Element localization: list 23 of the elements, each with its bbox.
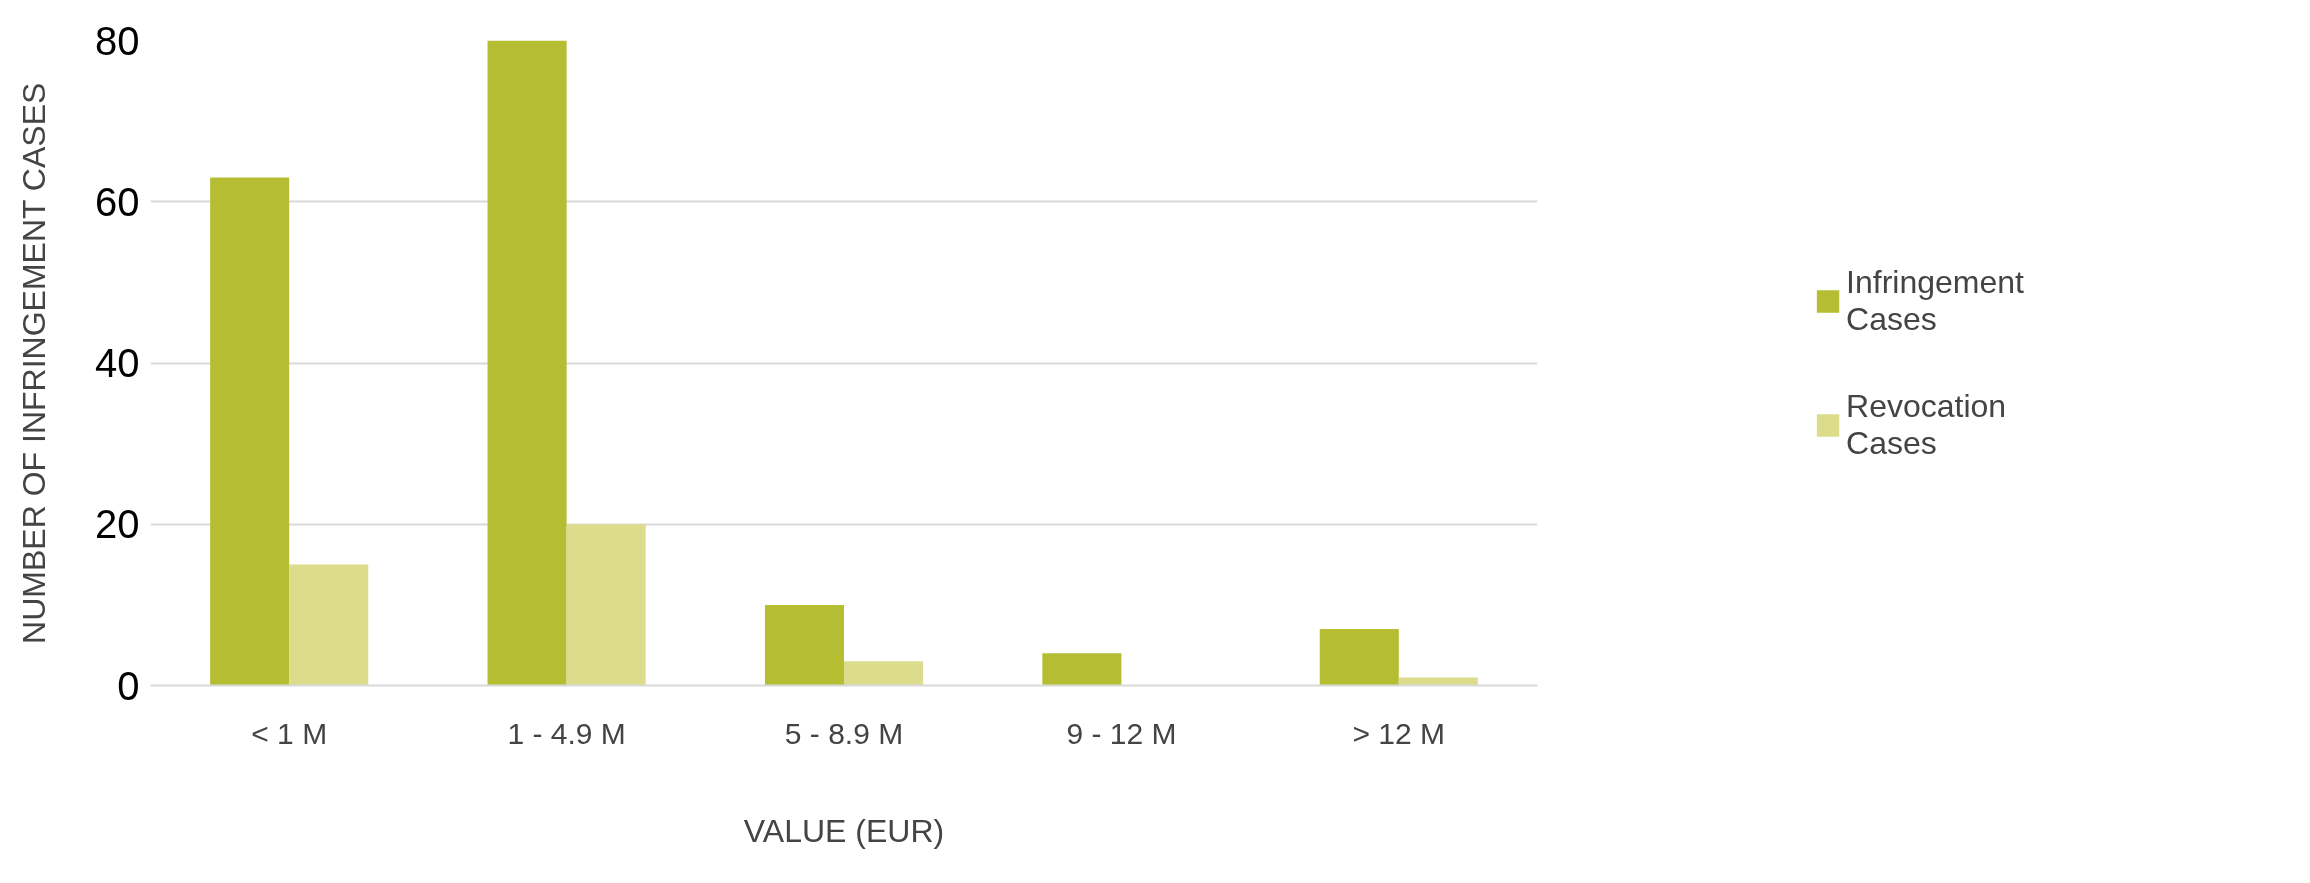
y-tick-label: 40 bbox=[95, 341, 140, 385]
bar bbox=[210, 177, 290, 686]
x-tick-label: 1 - 4.9 M bbox=[507, 716, 626, 750]
bar bbox=[764, 604, 844, 686]
y-tick-label: 0 bbox=[117, 663, 140, 708]
x-tick-label: > 12 M bbox=[1352, 716, 1446, 750]
bar bbox=[487, 40, 567, 686]
y-axis-title: NUMBER OF INFRINGEMENT CASES bbox=[16, 82, 53, 644]
y-tick-label: 20 bbox=[95, 502, 140, 547]
bar bbox=[566, 524, 646, 686]
bar bbox=[1042, 653, 1122, 686]
y-tick-label: 80 bbox=[95, 18, 140, 63]
bar bbox=[1319, 629, 1399, 686]
bar bbox=[844, 661, 924, 686]
legend-label: Revocation Cases bbox=[1846, 387, 2007, 462]
x-tick-label: 5 - 8.9 M bbox=[784, 716, 904, 750]
x-axis-title: VALUE (EUR) bbox=[743, 812, 945, 849]
y-tick-label: 60 bbox=[95, 179, 140, 224]
x-tick-label: 9 - 12 M bbox=[1066, 716, 1177, 750]
bar bbox=[289, 564, 369, 686]
bar bbox=[1398, 677, 1478, 686]
x-tick-label: < 1 M bbox=[251, 716, 328, 750]
legend-label: Infringement Cases bbox=[1846, 263, 2024, 338]
